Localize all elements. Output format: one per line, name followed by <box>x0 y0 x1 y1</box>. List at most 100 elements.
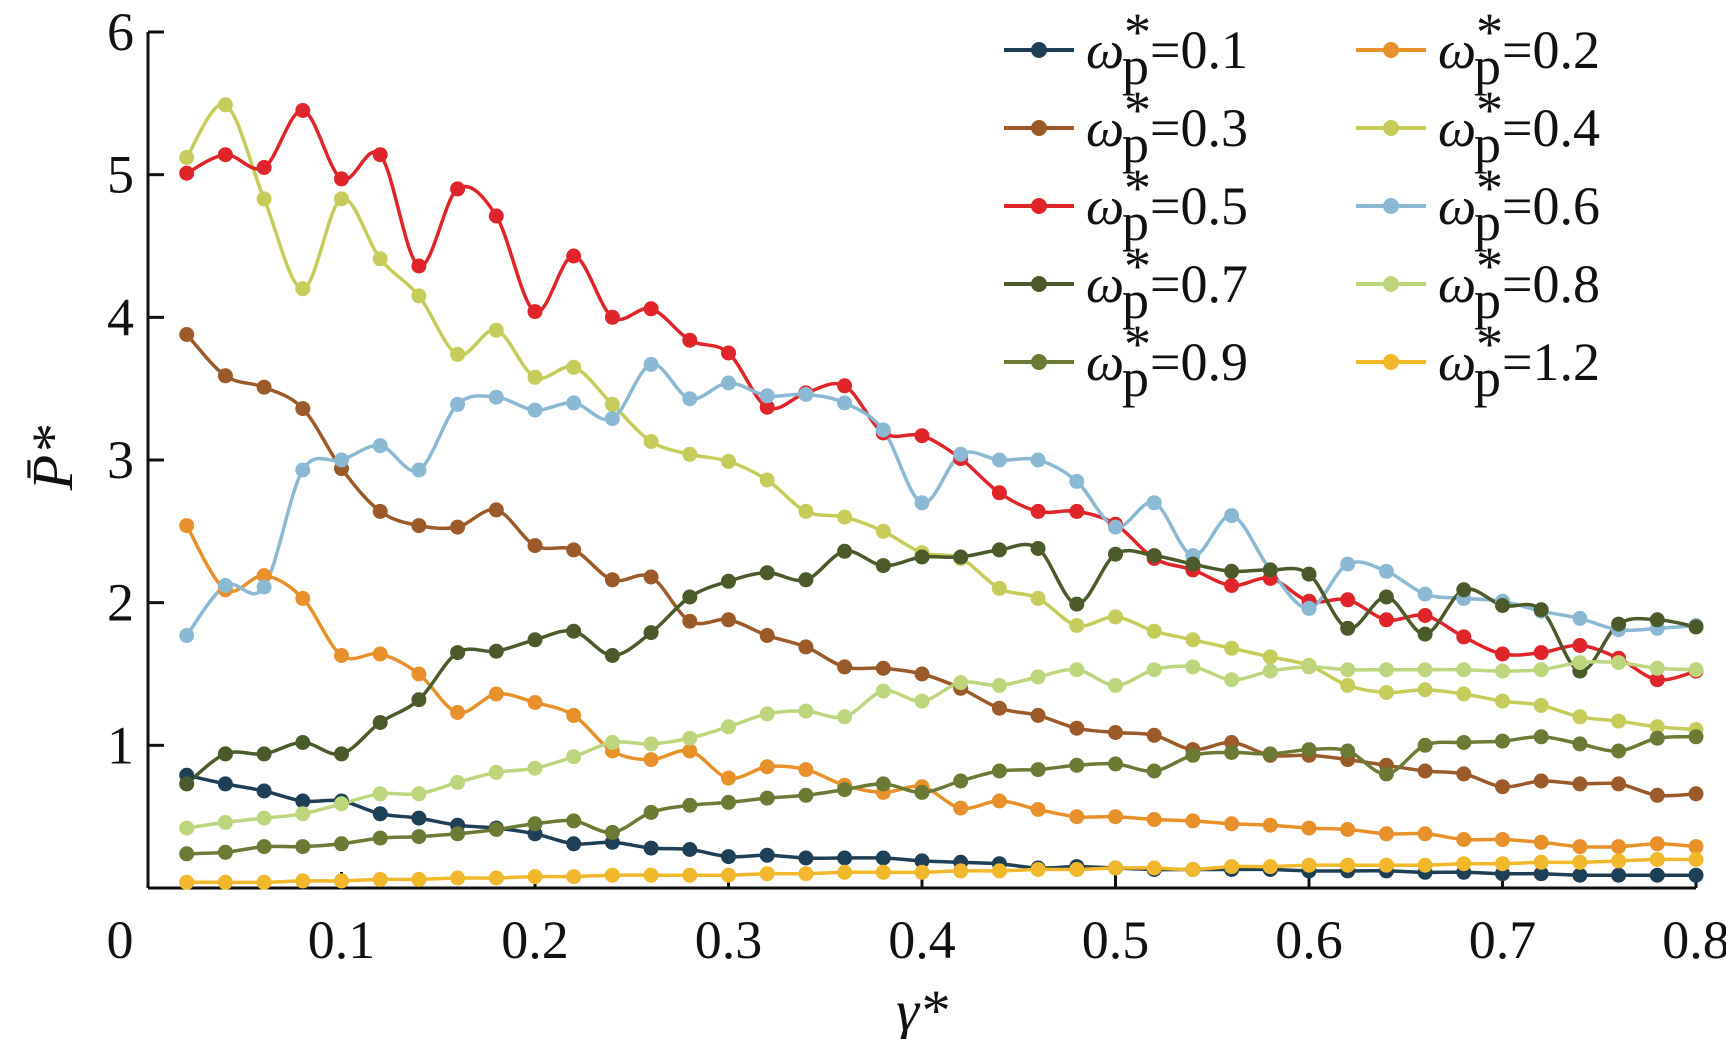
data-point <box>488 870 504 886</box>
data-point <box>217 746 233 762</box>
data-point <box>643 752 659 768</box>
data-point <box>1495 832 1510 847</box>
data-point <box>914 495 930 511</box>
data-point <box>217 874 233 890</box>
data-point <box>1533 854 1549 870</box>
data-point <box>295 806 311 822</box>
data-point <box>1649 719 1665 735</box>
data-point <box>1378 826 1394 842</box>
legend-item: ω *p =0.2 <box>1356 2 1600 96</box>
data-point <box>450 870 466 886</box>
data-point <box>798 866 814 882</box>
data-point <box>179 820 195 836</box>
data-point <box>759 565 775 581</box>
data-point <box>1030 802 1046 817</box>
legend-subscript: p <box>1122 270 1149 330</box>
legend-label: =0.8 <box>1502 254 1600 314</box>
data-point <box>1417 857 1433 873</box>
y-tick-label: 2 <box>107 573 134 633</box>
data-point <box>1224 745 1240 760</box>
data-point <box>682 797 698 813</box>
legend-subscript: p <box>1474 348 1501 408</box>
data-point <box>1262 817 1278 833</box>
data-point <box>179 846 195 862</box>
data-point <box>1688 867 1704 883</box>
data-point <box>1108 677 1123 693</box>
data-point <box>488 502 504 518</box>
data-point <box>875 660 891 676</box>
data-point <box>1030 452 1046 468</box>
data-point <box>1224 672 1240 688</box>
legend-symbol: ω <box>1438 332 1476 392</box>
data-point <box>914 549 930 565</box>
data-point <box>217 147 233 163</box>
data-point <box>372 438 388 454</box>
data-point <box>875 864 891 880</box>
data-point <box>1456 735 1472 750</box>
data-point <box>372 251 388 267</box>
data-point <box>372 806 388 822</box>
data-point <box>217 814 233 830</box>
legend-superscript: * <box>1476 236 1503 296</box>
data-point <box>798 503 814 519</box>
legend-item: ω *p =0.5 <box>1004 158 1248 252</box>
data-point <box>1649 867 1665 883</box>
data-point <box>604 824 620 840</box>
data-point <box>1649 612 1665 628</box>
data-point <box>527 538 543 554</box>
data-point <box>256 191 272 207</box>
data-point <box>604 735 620 750</box>
data-point <box>256 839 272 855</box>
data-point <box>953 446 969 462</box>
y-axis-title: P̄* <box>20 426 85 491</box>
data-point <box>1572 776 1588 792</box>
data-point <box>527 869 543 885</box>
data-point <box>334 648 349 663</box>
y-tick-label: 4 <box>107 287 134 347</box>
data-point <box>837 509 853 525</box>
data-point <box>450 346 466 362</box>
origin-label: 0 <box>107 910 134 970</box>
legend-item: ω *p =1.2 <box>1356 314 1600 408</box>
data-point <box>837 378 853 394</box>
data-point <box>1262 649 1278 665</box>
data-point <box>1533 729 1549 745</box>
data-point <box>1378 766 1394 782</box>
data-point <box>1688 852 1704 867</box>
data-point <box>488 686 504 702</box>
legend-symbol: ω <box>1438 254 1476 314</box>
legend: ω *p =0.1 ω *p =0.2ω *p =0.3 ω *p =0.4ω *p =0.5 ω *p =0… <box>1004 2 1600 408</box>
data-point <box>1224 508 1240 524</box>
data-point <box>1146 623 1162 639</box>
legend-label: =0.9 <box>1150 332 1248 392</box>
data-point <box>759 790 775 806</box>
data-point <box>991 452 1007 468</box>
data-point <box>1301 600 1317 616</box>
data-point <box>1069 473 1085 489</box>
legend-symbol: ω <box>1086 254 1124 314</box>
legend-label: =0.2 <box>1502 20 1600 80</box>
data-point <box>566 248 582 264</box>
data-point <box>1378 857 1394 873</box>
ticks: 1 2 3 4 5 6 0.1 0.2 0.3 0.4 0.5 0.6 0.7 0.8 <box>107 2 1726 970</box>
data-point <box>914 784 930 800</box>
data-point <box>1069 503 1085 519</box>
data-point <box>1340 743 1356 759</box>
data-point <box>1378 662 1394 678</box>
legend-symbol: ω <box>1086 332 1124 392</box>
data-point <box>256 783 272 799</box>
legend-marker <box>1383 276 1399 292</box>
data-point <box>759 399 775 415</box>
data-point <box>1417 662 1433 678</box>
data-point <box>759 706 775 722</box>
data-point <box>1533 866 1549 882</box>
data-point <box>643 301 659 317</box>
data-point <box>527 304 543 320</box>
legend-item: ω *p =0.6 <box>1356 158 1600 252</box>
data-point <box>1340 556 1356 572</box>
data-point <box>604 648 620 663</box>
data-point <box>1456 629 1472 645</box>
data-point <box>1417 682 1433 698</box>
data-point <box>295 590 311 606</box>
data-point <box>334 836 349 852</box>
